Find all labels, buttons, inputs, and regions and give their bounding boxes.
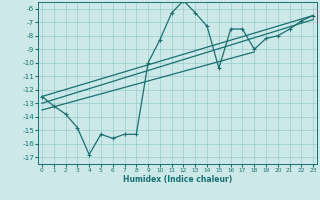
X-axis label: Humidex (Indice chaleur): Humidex (Indice chaleur) xyxy=(123,175,232,184)
